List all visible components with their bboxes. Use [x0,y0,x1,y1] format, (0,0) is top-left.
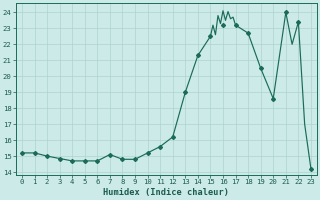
X-axis label: Humidex (Indice chaleur): Humidex (Indice chaleur) [103,188,229,197]
